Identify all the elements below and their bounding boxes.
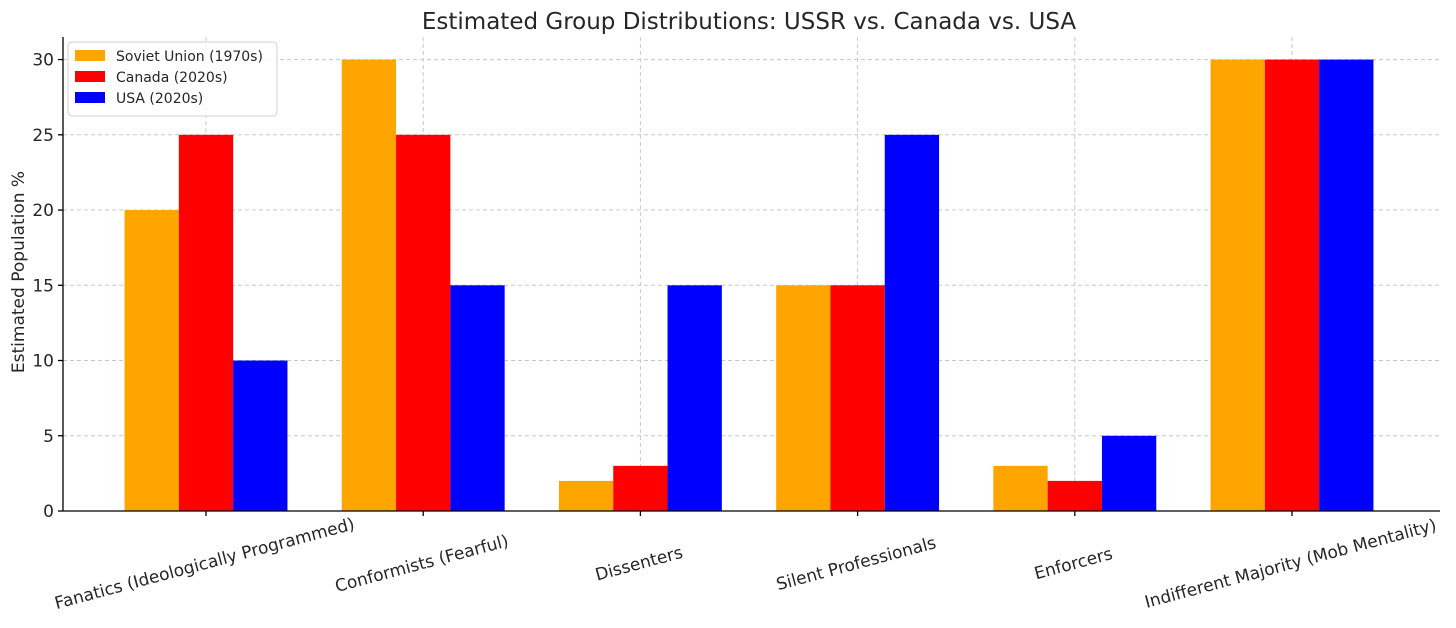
bar (1319, 59, 1374, 511)
bar (884, 134, 940, 512)
y-tick-label: 5 (43, 427, 54, 447)
x-tick-label: Dissenters (593, 543, 685, 586)
x-tick-labels: Fanatics (Ideologically Programmed)Confo… (53, 511, 1439, 614)
y-tick-label: 15 (32, 276, 54, 296)
legend-label: USA (2020s) (116, 91, 203, 107)
bar (178, 134, 234, 512)
legend-box (67, 41, 278, 117)
y-tick-labels: 0 5 10 15 20 25 30 (32, 51, 63, 522)
x-tick-label: Conformists (Fearful) (333, 531, 511, 597)
legend: Soviet Union (1970s) Canada (2020s) USA (2… (67, 41, 278, 117)
bar (830, 285, 885, 511)
y-tick-label: 20 (32, 201, 54, 221)
bar (233, 360, 288, 511)
y-axis-label: Estimated Population % (9, 171, 29, 373)
y-tick-label: 25 (32, 126, 54, 146)
bar (1210, 59, 1265, 511)
x-tick-label: Indifferent Majority (Mob Mentality) (1143, 516, 1439, 613)
bar (1101, 435, 1157, 511)
bar (1047, 480, 1102, 511)
y-tick-label: 10 (32, 352, 54, 372)
legend-label: Canada (2020s) (116, 70, 228, 86)
legend-swatch (75, 71, 105, 82)
legend-swatch (75, 92, 105, 103)
chart-title: Estimated Group Distributions: USSR vs. … (422, 9, 1077, 35)
bar (776, 285, 831, 511)
bar (341, 59, 397, 511)
axes (62, 37, 1440, 512)
bar (450, 285, 505, 511)
bar (396, 134, 451, 512)
y-tick-label: 0 (43, 502, 54, 522)
x-tick-label: Silent Professionals (774, 533, 938, 595)
bar (667, 285, 722, 511)
x-tick-label: Enforcers (1032, 544, 1115, 584)
bar (124, 210, 179, 512)
bar (993, 465, 1048, 511)
bars (124, 59, 1374, 512)
bar (1264, 59, 1320, 511)
bar (558, 480, 614, 511)
legend-label: Soviet Union (1970s) (116, 49, 263, 65)
x-tick-label: Fanatics (Ideologically Programmed) (53, 514, 357, 613)
bar (613, 465, 668, 511)
legend-swatch (75, 50, 105, 61)
y-tick-label: 30 (32, 51, 54, 71)
